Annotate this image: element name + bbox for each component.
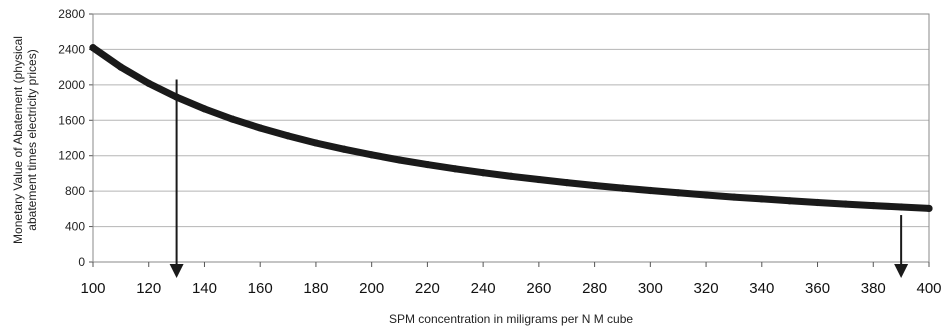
data-point-200 bbox=[368, 151, 376, 159]
series-line-0 bbox=[89, 44, 933, 212]
axes bbox=[89, 13, 930, 267]
y-tick-label-2800: 2800 bbox=[58, 7, 85, 21]
data-point-310 bbox=[674, 189, 682, 197]
data-point-110 bbox=[117, 63, 125, 71]
data-point-340 bbox=[758, 195, 766, 203]
data-point-350 bbox=[786, 197, 794, 205]
y-tick-label-2400: 2400 bbox=[58, 42, 85, 56]
data-point-180 bbox=[312, 139, 320, 147]
data-point-170 bbox=[284, 132, 292, 140]
x-axis-title: SPM concentration in miligrams per N M c… bbox=[389, 312, 633, 326]
data-point-160 bbox=[256, 124, 264, 132]
x-tick-label-280: 280 bbox=[582, 280, 607, 297]
data-point-320 bbox=[702, 191, 710, 199]
arrow-head-0 bbox=[169, 263, 184, 278]
data-point-400 bbox=[925, 204, 933, 213]
data-point-260 bbox=[535, 175, 543, 184]
data-point-360 bbox=[813, 198, 822, 207]
arrow-head-1 bbox=[894, 263, 909, 278]
data-point-150 bbox=[228, 115, 236, 123]
x-tick-label-400: 400 bbox=[916, 280, 941, 297]
x-tick-label-300: 300 bbox=[638, 280, 663, 297]
data-point-250 bbox=[507, 172, 515, 180]
x-tick-label-360: 360 bbox=[805, 280, 830, 297]
y-axis-title: Monetary Value of Abatement (physical ab… bbox=[11, 36, 39, 244]
gridlines bbox=[93, 13, 929, 228]
data-point-280 bbox=[591, 181, 599, 190]
data-point-140 bbox=[200, 105, 209, 113]
x-tick-label-180: 180 bbox=[303, 280, 328, 297]
x-tick-label-240: 240 bbox=[471, 280, 496, 297]
x-tick-label-120: 120 bbox=[136, 280, 161, 297]
x-tick-label-140: 140 bbox=[192, 280, 217, 297]
x-tick-label-380: 380 bbox=[861, 280, 886, 297]
data-point-100 bbox=[89, 44, 97, 52]
data-point-240 bbox=[479, 169, 487, 177]
data-point-120 bbox=[145, 79, 153, 87]
data-point-270 bbox=[563, 179, 571, 187]
series-layer bbox=[89, 44, 933, 213]
data-point-230 bbox=[451, 165, 459, 173]
x-tick-label-340: 340 bbox=[749, 280, 774, 297]
y-tick-label-400: 400 bbox=[65, 220, 85, 234]
x-tick-label-100: 100 bbox=[80, 280, 105, 297]
x-tick-label-220: 220 bbox=[415, 280, 440, 297]
data-point-380 bbox=[869, 201, 877, 210]
x-tick-labels: 100 120 140 160 180 200 220 240 260 280 300 320 340 3… bbox=[80, 280, 941, 297]
x-tick-label-160: 160 bbox=[248, 280, 273, 297]
data-point-330 bbox=[730, 193, 738, 201]
y-tick-label-1200: 1200 bbox=[58, 149, 85, 163]
annotation-arrows bbox=[169, 79, 909, 278]
y-tick-label-0: 0 bbox=[78, 255, 85, 269]
y-axis-title-line-1: Monetary Value of Abatement (physical bbox=[11, 36, 25, 244]
data-point-390 bbox=[897, 203, 905, 211]
x-tick-label-320: 320 bbox=[694, 280, 719, 297]
data-point-290 bbox=[618, 184, 627, 192]
data-point-220 bbox=[423, 160, 431, 169]
plot-area-border bbox=[92, 13, 930, 263]
x-tick-label-200: 200 bbox=[359, 280, 384, 297]
data-point-210 bbox=[395, 156, 404, 164]
data-point-190 bbox=[340, 145, 348, 153]
y-tick-label-1600: 1600 bbox=[58, 113, 85, 127]
data-point-300 bbox=[646, 186, 654, 195]
y-tick-label-2000: 2000 bbox=[58, 78, 85, 92]
data-point-370 bbox=[841, 200, 850, 208]
y-axis-title-line-2: abatement times electricity prices) bbox=[25, 49, 39, 230]
x-tick-label-260: 260 bbox=[526, 280, 551, 297]
y-tick-labels: 0 400 800 1200 1600 2000 2400 2800 bbox=[58, 7, 85, 269]
y-tick-label-800: 800 bbox=[65, 184, 85, 198]
